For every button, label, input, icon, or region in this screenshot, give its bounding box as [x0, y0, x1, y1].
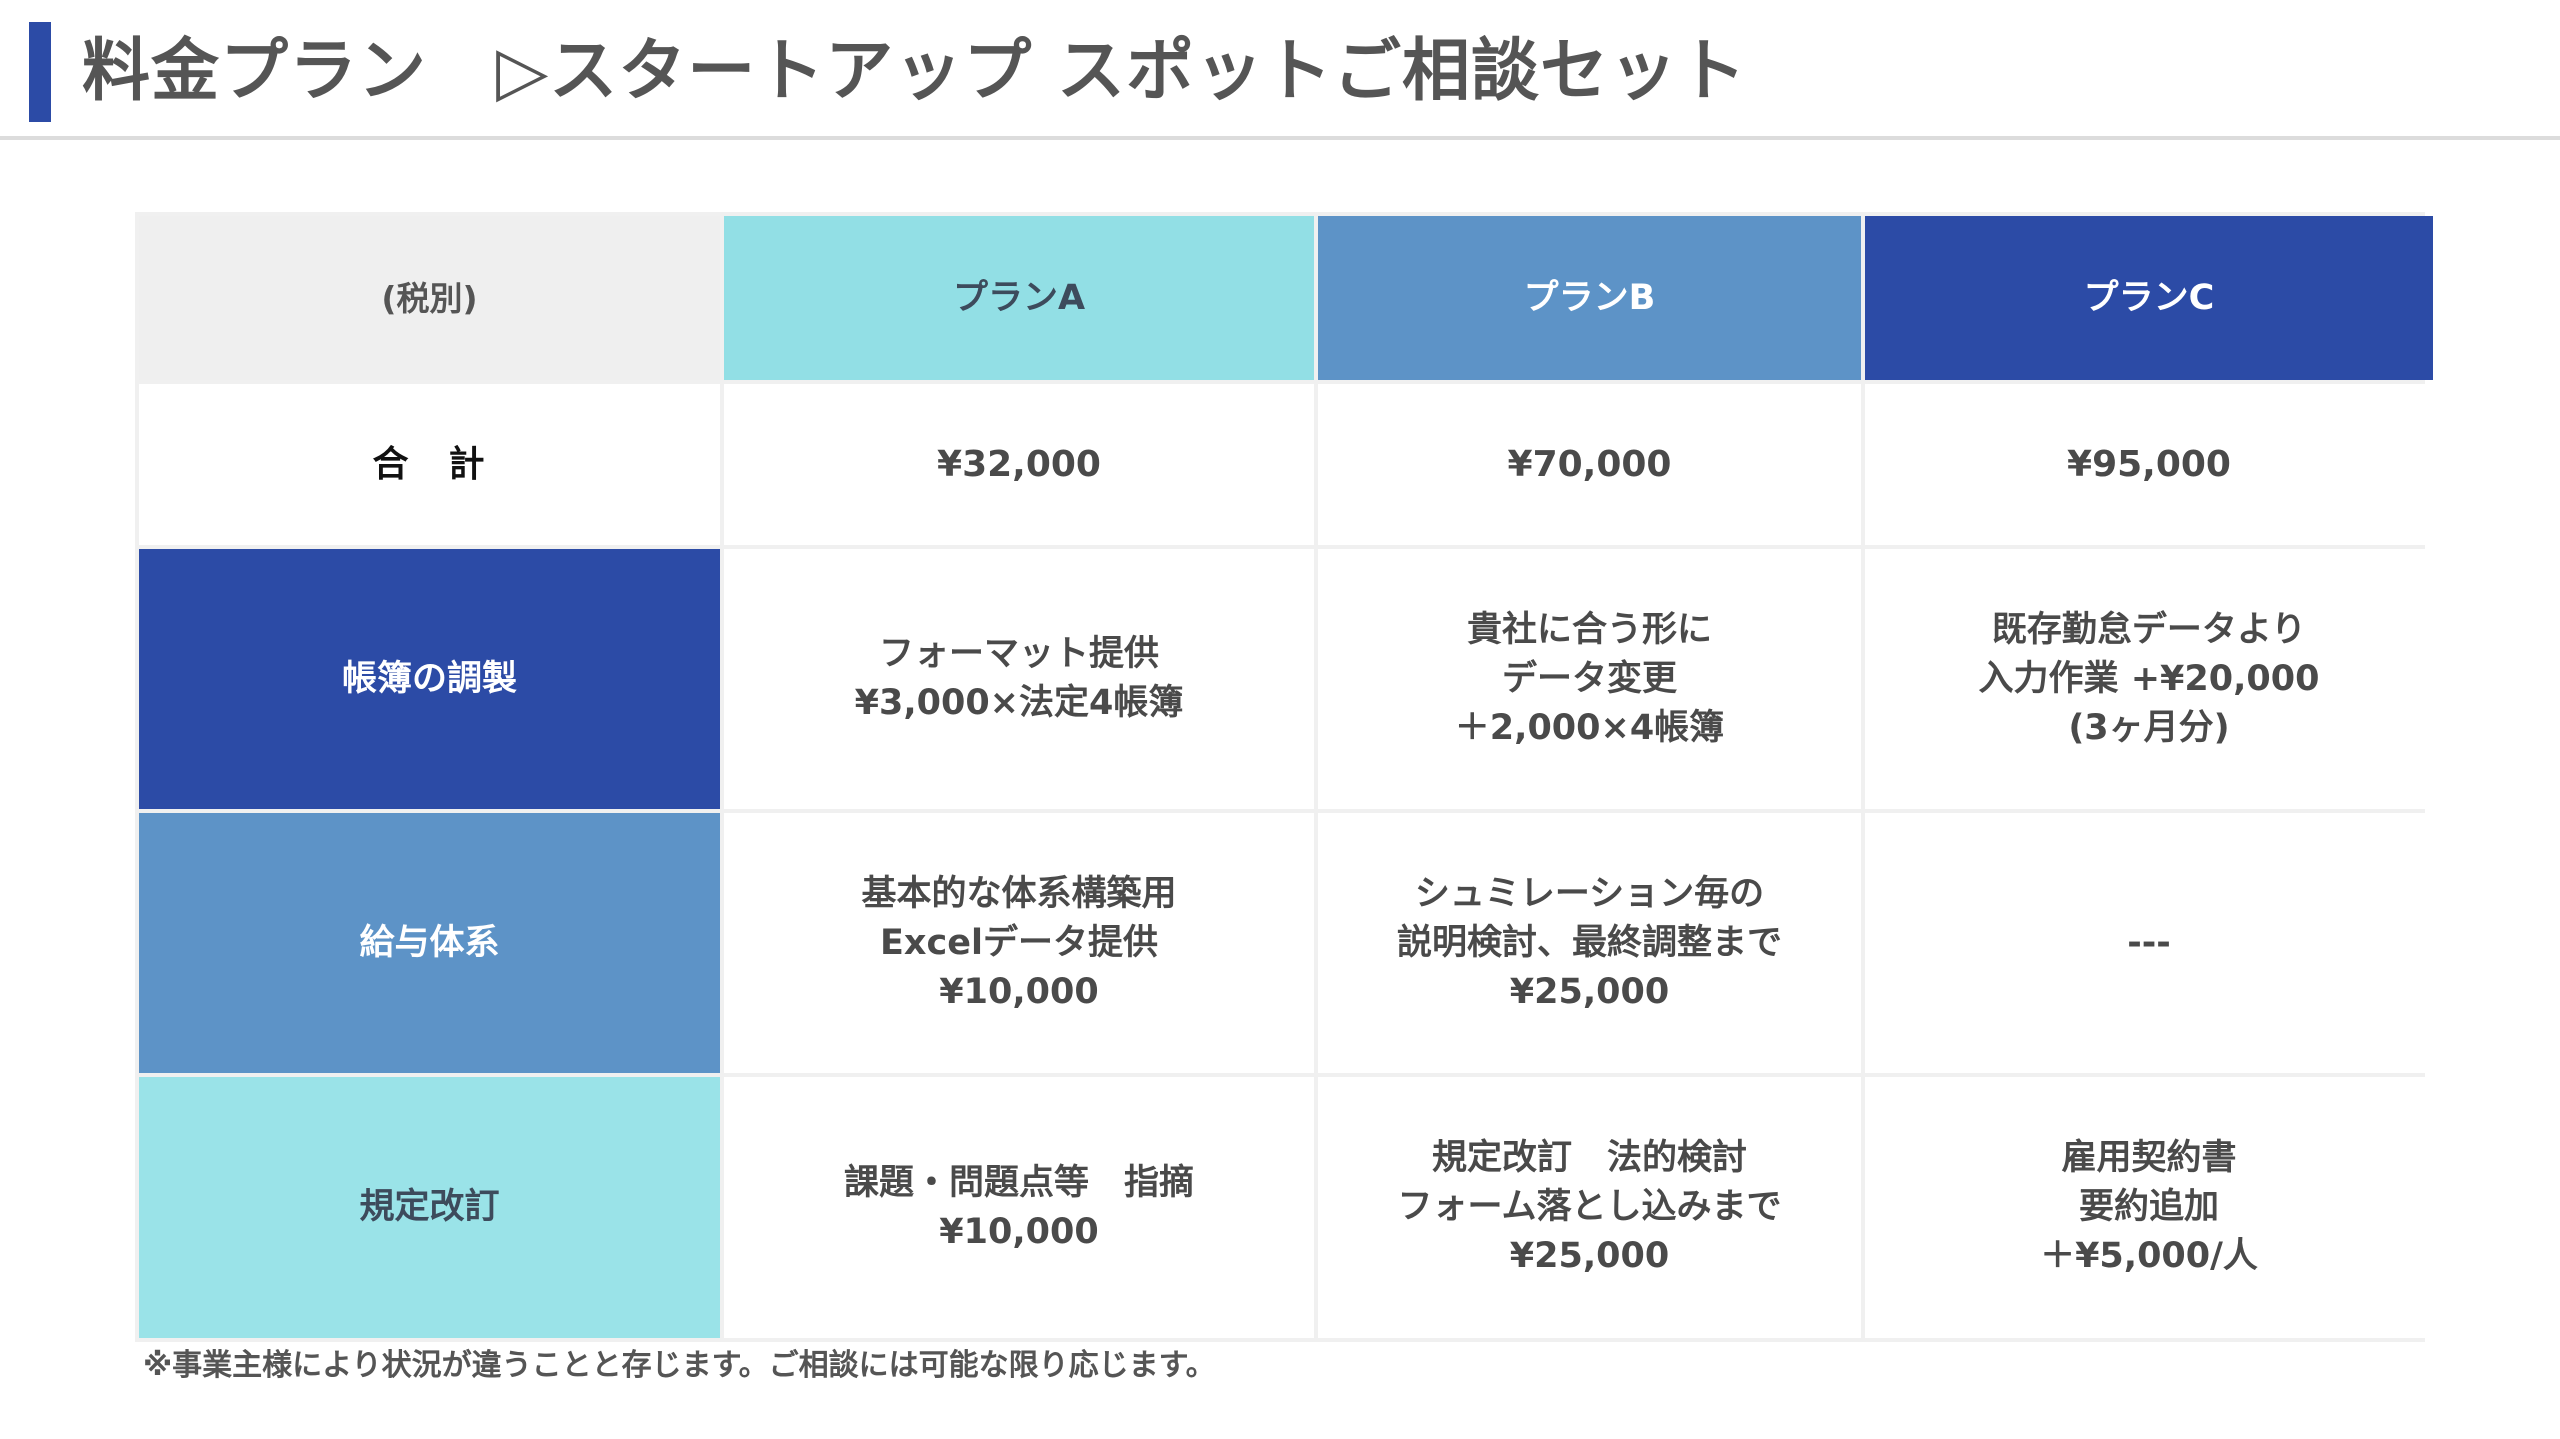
cell-line: ＋2,000×4帳簿	[1454, 707, 1725, 748]
total-price-plan-b: ¥70,000	[1507, 444, 1672, 485]
cell-line: 既存勤怠データより	[1991, 609, 2307, 650]
cell-line: 要約追加	[2078, 1187, 2219, 1227]
cell-line: フォーム落とし込みまで	[1397, 1187, 1782, 1227]
cell-line: ¥25,000	[1509, 1236, 1670, 1276]
row-label-salary: 給与体系	[359, 922, 500, 963]
cell-line: 貴社に合う形に	[1466, 609, 1712, 650]
cell-line: (3ヶ月分)	[2068, 707, 2230, 748]
cell-ledger-plan-a: フォーマット提供 ¥3,000×法定4帳簿	[724, 549, 1314, 809]
cell-line: ¥25,000	[1509, 971, 1670, 1012]
cell-salary-plan-a: 基本的な体系構築用 Excelデータ提供 ¥10,000	[724, 813, 1314, 1073]
plan-a-header: プランA	[724, 216, 1314, 380]
total-price-plan-c: ¥95,000	[2067, 444, 2231, 485]
cell-line: ＋¥5,000/人	[2040, 1236, 2258, 1276]
cell-ledger-plan-b: 貴社に合う形に データ変更 ＋2,000×4帳簿	[1318, 549, 1861, 809]
cell-line: 課題・問題点等 指摘	[843, 1162, 1194, 1203]
cell-line: ¥3,000×法定4帳簿	[854, 683, 1184, 723]
page-title: 料金プラン ▷スタートアップ スポットご相談セット	[82, 32, 1747, 111]
cell-line: 雇用契約書	[2061, 1138, 2237, 1178]
cell-line: 説明検討、最終調整まで	[1396, 922, 1782, 963]
cell-regulation-plan-c: 雇用契約書 要約追加 ＋¥5,000/人	[1865, 1077, 2433, 1338]
cell-salary-plan-b: シュミレーション毎の 説明検討、最終調整まで ¥25,000	[1318, 813, 1861, 1073]
title-accent-bar	[29, 22, 51, 122]
cell-line: 入力作業 +¥20,000	[1978, 658, 2320, 699]
cell-line: 規定改訂 法的検討	[1431, 1138, 1747, 1178]
cell-line: ¥10,000	[939, 971, 1099, 1012]
cell-total-plan-b: ¥70,000	[1318, 384, 1861, 545]
cell-line: フォーマット提供	[878, 634, 1159, 674]
row-label-ledger: 帳簿の調製	[341, 658, 517, 699]
row-label-regulation: 規定改訂	[359, 1187, 500, 1227]
title-bar: 料金プラン ▷スタートアップ スポットご相談セット	[0, 0, 2560, 140]
row-header-salary: 給与体系	[139, 813, 720, 1073]
cell-total-plan-a: ¥32,000	[724, 384, 1314, 545]
total-price-plan-a: ¥32,000	[937, 444, 1101, 485]
plan-c-header: プランC	[1865, 216, 2433, 380]
cell-line: ---	[2127, 922, 2171, 963]
cell-total-plan-c: ¥95,000	[1865, 384, 2433, 545]
cell-salary-plan-c: ---	[1865, 813, 2433, 1073]
footnote: ※事業主様により状況が違うことと存じます。ご相談には可能な限り応じます。	[143, 1348, 1216, 1383]
cell-regulation-plan-b: 規定改訂 法的検討 フォーム落とし込みまで ¥25,000	[1318, 1077, 1861, 1338]
row-header-total: 合 計	[139, 384, 720, 545]
cell-regulation-plan-a: 課題・問題点等 指摘 ¥10,000	[724, 1077, 1314, 1338]
cell-line: Excelデータ提供	[880, 922, 1158, 963]
plan-b-header: プランB	[1318, 216, 1861, 380]
cell-line: ¥10,000	[939, 1211, 1099, 1252]
row-label-total: 合 計	[372, 444, 487, 485]
table-corner-header: (税別)	[139, 216, 720, 380]
row-header-regulation: 規定改訂	[139, 1077, 720, 1338]
pricing-table: (税別) プランA プランB プランC 合 計 ¥32,000 ¥70,000 …	[135, 212, 2433, 1342]
cell-ledger-plan-c: 既存勤怠データより 入力作業 +¥20,000 (3ヶ月分)	[1865, 549, 2433, 809]
cell-line: 基本的な体系構築用	[861, 873, 1177, 914]
cell-line: データ変更	[1501, 658, 1677, 699]
row-header-ledger: 帳簿の調製	[139, 549, 720, 809]
plan-a-label: プランA	[952, 277, 1086, 318]
plan-b-label: プランB	[1523, 277, 1656, 318]
cell-line: シュミレーション毎の	[1414, 873, 1765, 914]
plan-c-label: プランC	[2083, 277, 2215, 318]
tax-note-label: (税別)	[381, 278, 478, 318]
